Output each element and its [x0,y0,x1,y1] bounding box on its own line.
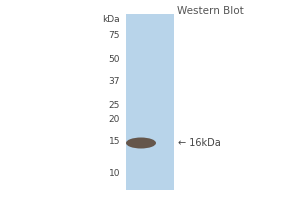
Text: 15: 15 [109,138,120,146]
Text: 75: 75 [109,31,120,40]
Text: kDa: kDa [102,16,120,24]
Text: ← 16kDa: ← 16kDa [178,138,221,148]
Text: 50: 50 [109,55,120,64]
Text: 10: 10 [109,170,120,178]
Text: 25: 25 [109,102,120,110]
Text: 37: 37 [109,77,120,86]
Text: Western Blot: Western Blot [177,6,243,16]
Ellipse shape [126,138,156,148]
Text: 20: 20 [109,116,120,124]
Bar [126,14,174,190]
